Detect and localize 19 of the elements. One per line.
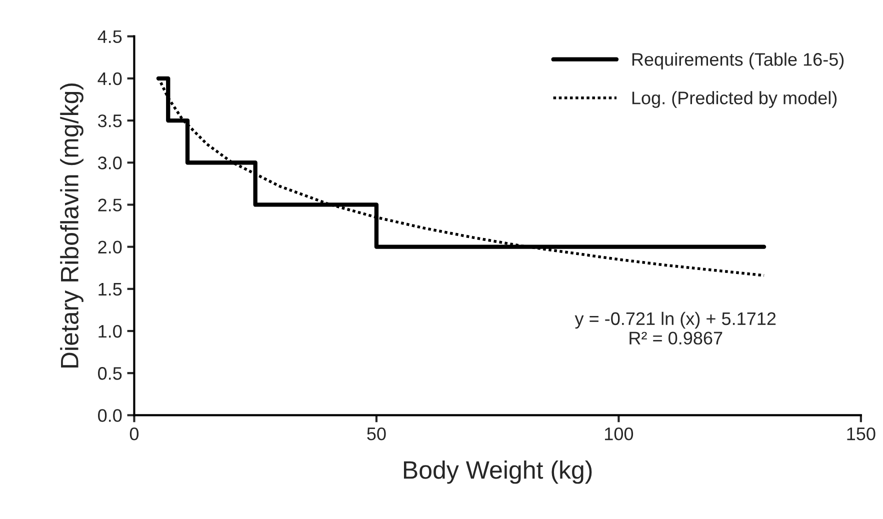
x-tick-label: 100 xyxy=(605,427,634,440)
x-axis-title: Body Weight (kg) xyxy=(404,460,592,484)
y-axis-title: Dietary Riboflavin (mg/kg) xyxy=(60,84,84,368)
x-tick-label: 0 xyxy=(130,427,139,440)
y-tick-label: 4.0 xyxy=(98,72,122,86)
y-tick-label: 4.5 xyxy=(98,30,122,44)
annotation: y = -0.721 ln (x) + 5.1712 R² = 0.9867 xyxy=(574,312,776,345)
legend-label: Log. (Predicted by model) xyxy=(632,91,837,108)
x-tick-label: 50 xyxy=(367,427,386,440)
y-tick-label: 0.0 xyxy=(98,409,122,422)
y-tick-label: 3.0 xyxy=(98,156,122,170)
x-tick-label: 150 xyxy=(847,427,876,440)
y-tick-label: 1.0 xyxy=(98,324,122,338)
legend-label: Requirements (Table 16-5) xyxy=(632,52,844,70)
y-tick-label: 3.5 xyxy=(98,114,122,128)
y-tick-label: 0.5 xyxy=(98,367,122,380)
y-tick-label: 1.5 xyxy=(98,283,122,296)
y-tick-label: 2.0 xyxy=(98,240,122,254)
y-tick-label: 2.5 xyxy=(98,198,122,212)
